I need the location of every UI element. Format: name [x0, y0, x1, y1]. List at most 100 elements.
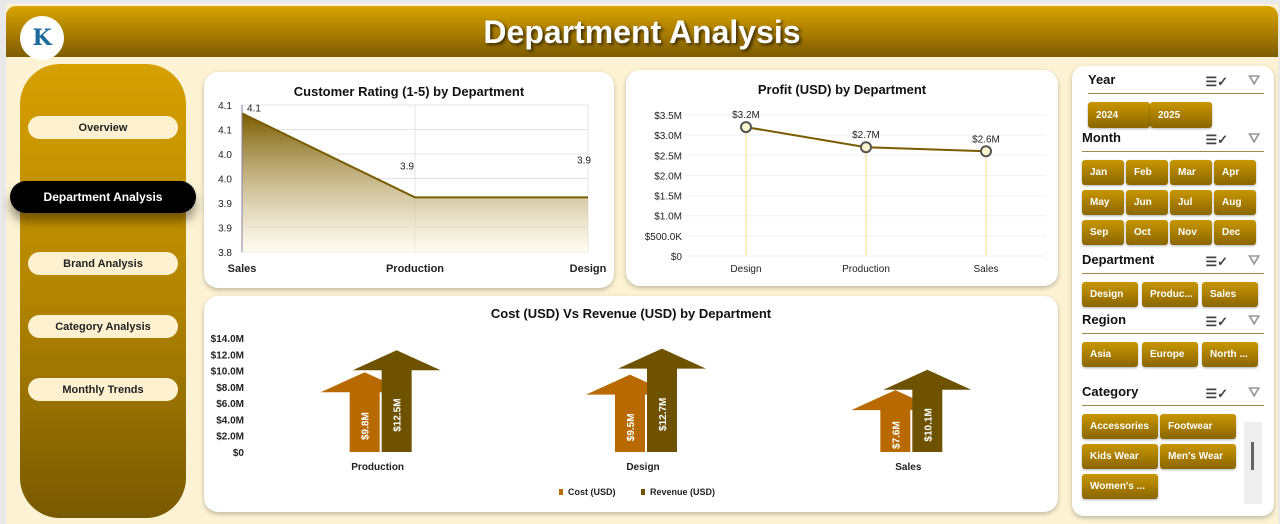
clear-filter-icon[interactable]: ⛛ — [1248, 252, 1260, 268]
cost-revenue-chart-card: Cost (USD) Vs Revenue (USD) by Departmen… — [204, 296, 1058, 512]
slicer-title: Month — [1082, 130, 1121, 145]
slicer-item-month[interactable]: Jan — [1082, 160, 1124, 185]
slicer-item-year[interactable]: 2025 — [1150, 102, 1212, 128]
slicer-item-region[interactable]: Europe — [1142, 342, 1198, 367]
slicer-item-month[interactable]: Nov — [1170, 220, 1212, 245]
logo: K — [20, 16, 64, 60]
multi-select-icon[interactable]: ☰✓ — [1205, 132, 1228, 147]
slicer-item-region[interactable]: North ... — [1202, 342, 1258, 367]
y-tick-label: 4.1 — [218, 126, 232, 137]
slicer-item-department[interactable]: Sales — [1202, 282, 1258, 307]
slicer-item-month[interactable]: Jul — [1170, 190, 1212, 215]
bar-arrow — [883, 369, 972, 452]
multi-select-icon[interactable]: ☰✓ — [1205, 386, 1228, 401]
y-tick-label: 4.1 — [218, 101, 232, 112]
data-label: 4.1 — [247, 103, 261, 114]
cost-revenue-chart: $0 $2.0M $4.0M $6.0M $8.0M $10.0M $12.0M $14.0M… — [211, 334, 972, 497]
y-tick-label: 4.0 — [218, 150, 232, 161]
x-tick-label: Sales — [973, 264, 998, 275]
x-tick-label: Design — [626, 462, 659, 473]
data-label: 3.9 — [400, 161, 414, 172]
y-tick-label: $6.0M — [216, 399, 244, 410]
data-label: $2.7M — [852, 130, 880, 141]
slicer-item-region[interactable]: Asia — [1082, 342, 1138, 367]
y-tick-label: $2.0M — [654, 171, 682, 182]
slicer-item-month[interactable]: Jun — [1126, 190, 1168, 215]
y-tick-label: $0 — [671, 252, 683, 263]
nav-monthly-trends[interactable]: Monthly Trends — [28, 378, 178, 401]
y-tick-label: $14.0M — [211, 334, 244, 345]
multi-select-icon[interactable]: ☰✓ — [1205, 314, 1228, 329]
bar-arrow — [352, 350, 441, 452]
clear-filter-icon[interactable]: ⛛ — [1248, 72, 1260, 88]
data-point — [740, 121, 752, 134]
y-tick-label: $10.0M — [211, 367, 244, 378]
category-scrollbar[interactable] — [1244, 422, 1262, 504]
slicer-item-month[interactable]: Apr — [1214, 160, 1256, 185]
sidebar — [20, 64, 186, 518]
slicer-item-month[interactable]: Feb — [1126, 160, 1168, 185]
y-tick-label: $8.0M — [216, 383, 244, 394]
slicer-item-month[interactable]: May — [1082, 190, 1124, 215]
x-tick-label: Design — [570, 263, 607, 275]
legend-label: Cost (USD) — [568, 487, 616, 497]
slicer-item-month[interactable]: Aug — [1214, 190, 1256, 215]
profit-chart-card: Profit (USD) by Department $0 $500.0K $1.0… — [626, 70, 1058, 286]
nav-category-analysis[interactable]: Category Analysis — [28, 315, 178, 338]
legend-swatch — [559, 489, 563, 495]
nav-brand-analysis[interactable]: Brand Analysis — [28, 252, 178, 275]
data-label: 3.9 — [577, 155, 591, 166]
chart-title: Cost (USD) Vs Revenue (USD) by Departmen… — [490, 306, 772, 321]
slicer-header-category: Category ☰✓ ⛛ — [1082, 384, 1264, 406]
slicer-header-year: Year ☰✓ ⛛ — [1088, 72, 1264, 94]
data-label: $9.5M — [626, 413, 637, 441]
data-label: $3.2M — [732, 110, 760, 121]
data-label: $10.1M — [923, 408, 934, 441]
slicer-item-month[interactable]: Mar — [1170, 160, 1212, 185]
multi-select-icon[interactable]: ☰✓ — [1205, 254, 1228, 269]
y-tick-label: $3.5M — [654, 111, 682, 122]
clear-filter-icon[interactable]: ⛛ — [1248, 130, 1260, 146]
slicer-item-category[interactable]: Kids Wear — [1082, 444, 1158, 469]
x-tick-label: Sales — [228, 263, 257, 275]
slicer-item-department[interactable]: Design — [1082, 282, 1138, 307]
y-tick-label: $4.0M — [216, 415, 244, 426]
legend-swatch — [641, 489, 645, 495]
nav-department-analysis[interactable]: Department Analysis — [10, 181, 196, 213]
y-tick-label: 3.8 — [218, 248, 232, 259]
slicer-header-month: Month ☰✓ ⛛ — [1082, 130, 1264, 152]
bar-arrow — [618, 348, 706, 452]
data-label: $12.5M — [393, 398, 404, 431]
y-tick-label: 3.9 — [218, 199, 232, 210]
clear-filter-icon[interactable]: ⛛ — [1248, 312, 1260, 328]
chart-title: Customer Rating (1-5) by Department — [293, 84, 525, 99]
clear-filter-icon[interactable]: ⛛ — [1248, 384, 1260, 400]
scrollbar-thumb[interactable] — [1251, 442, 1254, 470]
slicer-panel: Year ☰✓ ⛛ 2024 2025 Month ☰✓ ⛛ Jan Feb Mar Apr May Ju… — [1072, 66, 1274, 516]
y-tick-label: $2.0M — [216, 432, 244, 443]
y-tick-label: 3.9 — [218, 224, 232, 235]
data-label: $12.7M — [658, 398, 669, 431]
slicer-item-category[interactable]: Footwear — [1160, 414, 1236, 439]
multi-select-icon[interactable]: ☰✓ — [1205, 74, 1228, 89]
y-tick-label: $500.0K — [645, 232, 683, 243]
slicer-item-year[interactable]: 2024 — [1088, 102, 1150, 128]
slicer-item-department[interactable]: Produc... — [1142, 282, 1198, 307]
slicer-item-month[interactable]: Oct — [1126, 220, 1168, 245]
y-tick-label: $2.5M — [654, 151, 682, 162]
slicer-item-category[interactable]: Men's Wear — [1160, 444, 1236, 469]
slicer-title: Department — [1082, 252, 1155, 267]
area-line — [241, 112, 588, 199]
data-point — [860, 141, 872, 154]
slicer-item-category[interactable]: Accessories — [1082, 414, 1158, 439]
slicer-item-month[interactable]: Sep — [1082, 220, 1124, 245]
slicer-item-category[interactable]: Women's ... — [1082, 474, 1158, 499]
nav-overview[interactable]: Overview — [28, 116, 178, 139]
slicer-header-region: Region ☰✓ ⛛ — [1082, 312, 1264, 334]
slicer-header-department: Department ☰✓ ⛛ — [1082, 252, 1264, 274]
slicer-item-month[interactable]: Dec — [1214, 220, 1256, 245]
data-label: $7.6M — [891, 421, 902, 449]
header-bar: K Department Analysis — [6, 6, 1278, 60]
legend-label: Revenue (USD) — [650, 487, 715, 497]
y-tick-label: 4.0 — [218, 175, 232, 186]
